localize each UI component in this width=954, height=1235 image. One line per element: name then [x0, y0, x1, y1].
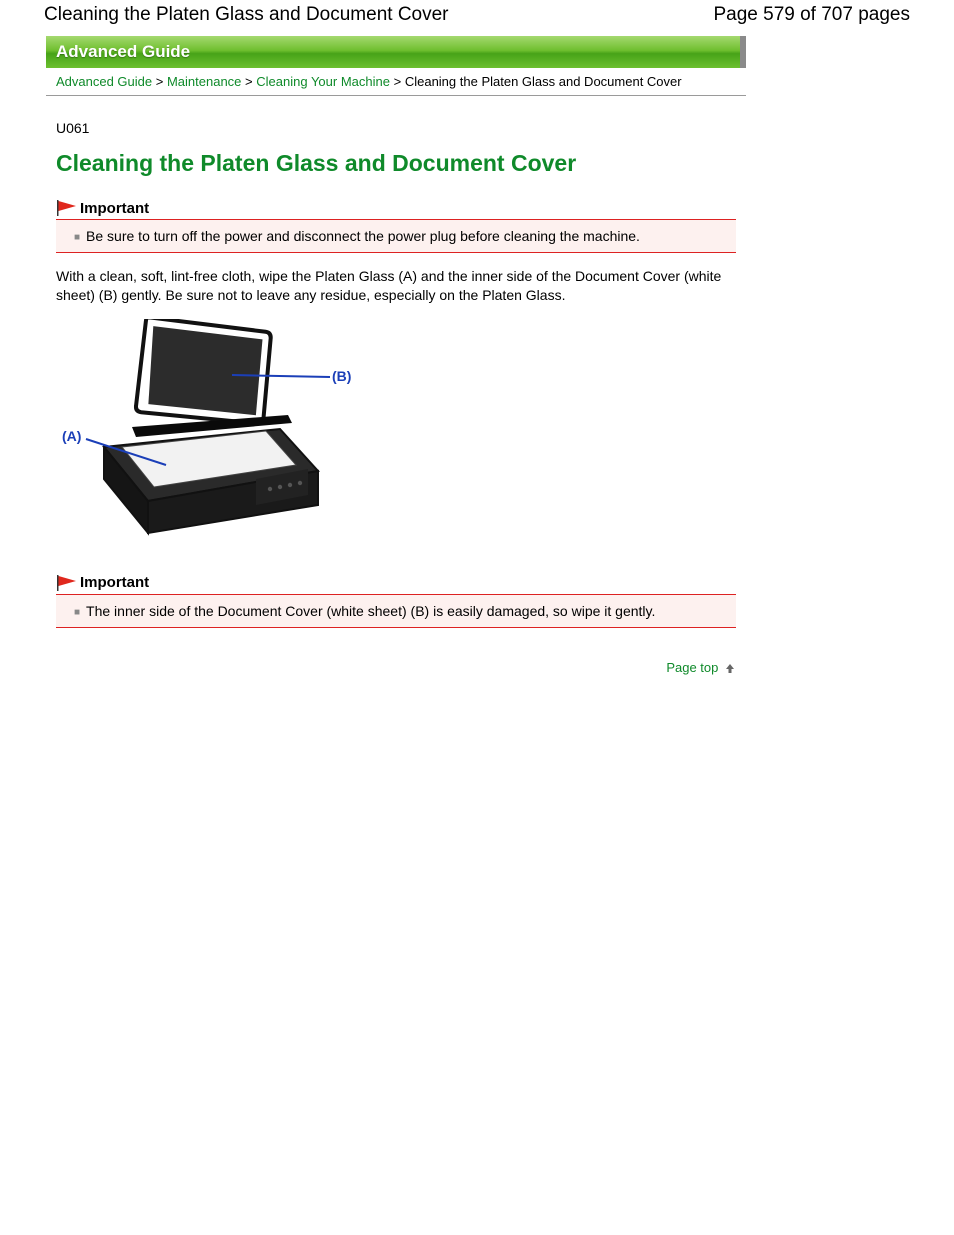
- important-text-1: Be sure to turn off the power and discon…: [86, 228, 640, 244]
- important-box-1: ■ Be sure to turn off the power and disco…: [56, 219, 736, 253]
- important-text-2: The inner side of the Document Cover (wh…: [86, 603, 655, 619]
- breadcrumb-separator: >: [245, 74, 256, 89]
- breadcrumb-separator: >: [394, 74, 405, 89]
- breadcrumb-current: Cleaning the Platen Glass and Document C…: [405, 74, 682, 89]
- printer-figure: (A) (B): [56, 319, 736, 544]
- flag-icon: [56, 574, 78, 592]
- main-heading: Cleaning the Platen Glass and Document C…: [56, 150, 736, 177]
- printer-illustration: (A) (B): [56, 319, 356, 539]
- up-arrow-icon: [724, 662, 736, 677]
- figure-label-b: (B): [332, 368, 351, 384]
- flag-icon: [56, 199, 78, 217]
- important-heading-1: Important: [56, 199, 736, 217]
- guide-banner: Advanced Guide: [46, 36, 746, 68]
- document-code: U061: [56, 120, 736, 136]
- page-title: Cleaning the Platen Glass and Document C…: [44, 4, 449, 26]
- page-header: Cleaning the Platen Glass and Document C…: [0, 0, 954, 36]
- breadcrumb: Advanced Guide > Maintenance > Cleaning …: [46, 68, 746, 96]
- important-label: Important: [80, 200, 149, 217]
- page-top-link[interactable]: Page top: [666, 660, 736, 675]
- bullet-icon: ■: [74, 232, 80, 243]
- breadcrumb-link-advanced-guide[interactable]: Advanced Guide: [56, 74, 152, 89]
- important-heading-2: Important: [56, 574, 736, 592]
- breadcrumb-link-maintenance[interactable]: Maintenance: [167, 74, 241, 89]
- important-label: Important: [80, 574, 149, 591]
- breadcrumb-separator: >: [156, 74, 167, 89]
- page-top-label: Page top: [666, 660, 718, 675]
- important-box-2: ■ The inner side of the Document Cover (w…: [56, 594, 736, 628]
- page-number: Page 579 of 707 pages: [713, 4, 910, 26]
- breadcrumb-link-cleaning-your-machine[interactable]: Cleaning Your Machine: [256, 74, 390, 89]
- page-top-row: Page top: [46, 642, 746, 677]
- instruction-paragraph: With a clean, soft, lint-free cloth, wip…: [56, 267, 736, 305]
- figure-label-a: (A): [62, 428, 81, 444]
- bullet-icon: ■: [74, 607, 80, 618]
- content-column: Advanced Guide Advanced Guide > Maintena…: [46, 36, 746, 677]
